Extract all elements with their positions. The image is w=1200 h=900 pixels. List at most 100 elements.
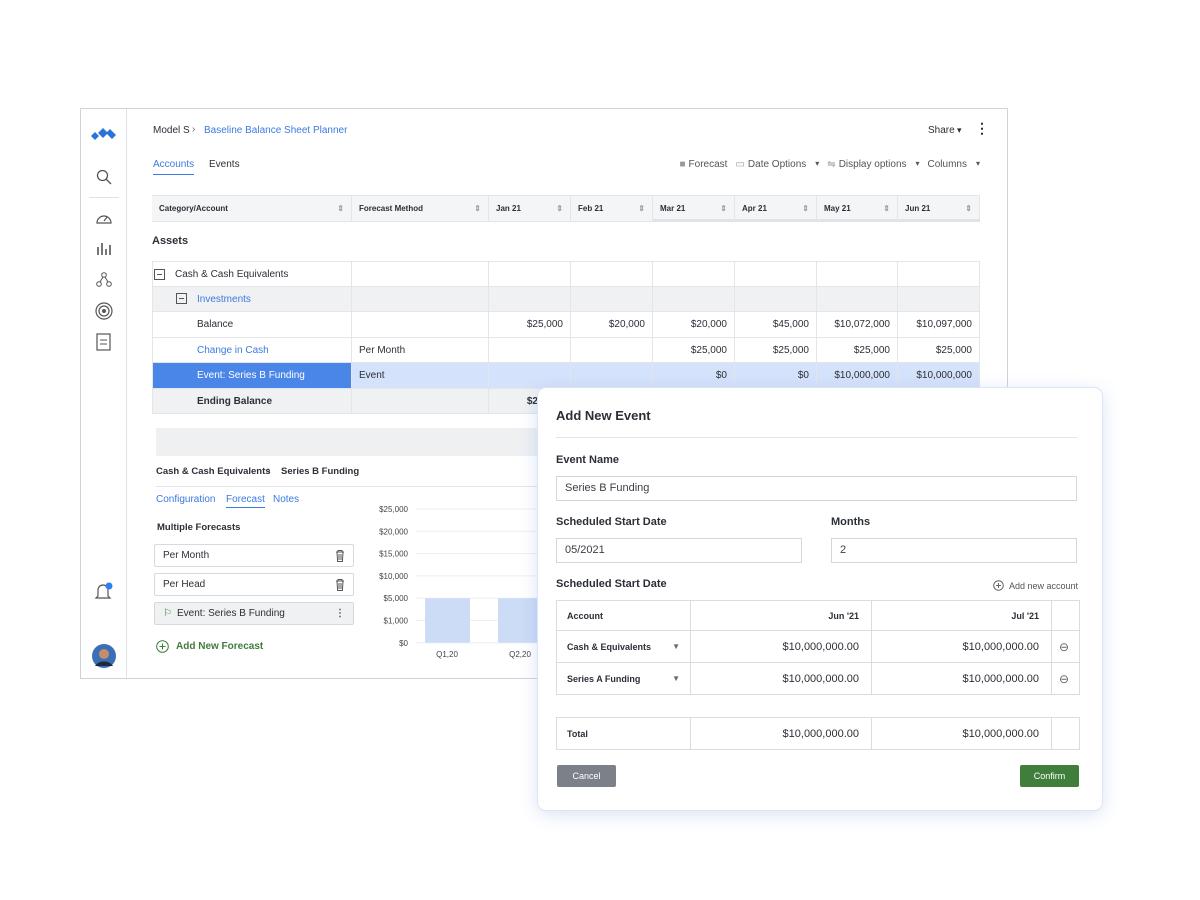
table-cell[interactable]: Balance	[152, 312, 352, 338]
delete-icon[interactable]	[335, 545, 345, 570]
toolbar-icon: ⇋	[827, 159, 836, 170]
document-icon[interactable]	[96, 333, 112, 351]
breadcrumb-sep: ›	[192, 124, 196, 135]
breadcrumb-model: Model S	[153, 125, 190, 136]
add-account[interactable]: Add new account	[993, 580, 1078, 591]
detail-tab[interactable]: Configuration	[156, 494, 216, 505]
forecast-item[interactable]: ⚐ Event: Series B Funding ⋮	[154, 602, 354, 625]
table-cell: $20,000	[571, 312, 653, 338]
column-header[interactable]: Mar 21 ⇕	[653, 195, 735, 222]
column-header[interactable]: Jun 21 ⇕	[898, 195, 980, 222]
chart-icon[interactable]	[96, 240, 112, 256]
caret: ▾	[815, 159, 820, 168]
table-cell	[571, 261, 653, 287]
account-cell: $10,000,000.00	[691, 717, 872, 750]
start-date-input[interactable]: 05/2021	[556, 538, 802, 563]
forecast-item[interactable]: Per Month	[154, 544, 354, 567]
column-header[interactable]: May 21 ⇕	[817, 195, 898, 222]
column-header[interactable]: Apr 21 ⇕	[735, 195, 817, 222]
y-tick-label: $5,000	[384, 594, 409, 603]
trash	[336, 550, 344, 562]
cell-text: $25,000	[935, 344, 972, 356]
forecast-chart: $25,000 $20,000 $15,000 $10,000 $5,000 $1,000…	[379, 505, 541, 659]
cell-text: $20,000	[608, 319, 645, 330]
cell-text: $10,072,000	[834, 319, 890, 330]
tab[interactable]: Accounts	[153, 159, 195, 175]
x-tick-label: Q1,20	[436, 650, 458, 659]
column-header[interactable]: Jan 21 ⇕	[489, 195, 571, 222]
share-button[interactable]: Share	[928, 125, 955, 136]
table-cell	[352, 286, 489, 312]
months-input[interactable]: 2	[831, 538, 1077, 563]
table-cell[interactable]: Investments	[152, 286, 352, 312]
toolbar-icon: ■	[679, 159, 686, 170]
table-cell[interactable]: Ending Balance	[152, 388, 352, 414]
confirm-button[interactable]: Confirm	[1020, 765, 1079, 787]
more-menu[interactable]: ⋮	[975, 120, 989, 136]
forecast-item[interactable]: Per Head	[154, 573, 354, 596]
table-cell	[653, 261, 735, 287]
remove-row[interactable]: ⊖	[1059, 672, 1070, 686]
table-cell[interactable]: Event: Series B Funding	[152, 363, 352, 389]
target-icon[interactable]	[95, 302, 113, 320]
remove-row[interactable]: ⊖	[1059, 640, 1070, 654]
divider	[556, 437, 1077, 438]
column-header[interactable]: Category/Account ⇕	[152, 195, 352, 222]
y-tick-label: $1,000	[384, 617, 409, 626]
notification-icon[interactable]	[94, 581, 114, 601]
divider	[89, 197, 119, 198]
add-icon	[156, 640, 169, 653]
table-cell[interactable]: Change in Cash	[152, 337, 352, 363]
more-icon[interactable]: ⋮	[335, 608, 345, 619]
sort-icon: ⇕	[883, 204, 890, 213]
table-cell	[571, 286, 653, 312]
forecasts-heading: Multiple Forecasts	[157, 522, 241, 533]
logo	[91, 128, 116, 140]
column-header[interactable]: Forecast Method ⇕	[352, 195, 489, 222]
caret: ▾	[975, 159, 980, 168]
sort-icon: ⇕	[638, 204, 645, 213]
event-name-input[interactable]: Series B Funding	[556, 476, 1077, 501]
forecast-name: Per Head	[163, 579, 206, 590]
column-header[interactable]: Feb 21 ⇕	[571, 195, 653, 222]
account-cell[interactable]: Series A Funding ▼	[556, 663, 691, 695]
add-forecast[interactable]: Add New Forecast	[156, 640, 263, 653]
account-cell	[1052, 717, 1080, 750]
delete-icon[interactable]	[335, 574, 345, 599]
tab[interactable]: Events	[209, 159, 240, 170]
toolbar-label: Display options	[838, 159, 907, 170]
table-cell: $10,000,000	[817, 363, 898, 389]
cell-text: $25,000	[690, 344, 727, 356]
sidebar	[81, 109, 127, 678]
breadcrumb-page[interactable]: Baseline Balance Sheet Planner	[204, 125, 348, 136]
detail-breadcrumb: Cash & Cash Equivalents	[156, 466, 271, 477]
cell-text: $45,000	[772, 319, 809, 330]
cell-text: $25,000	[526, 319, 563, 330]
collapse-toggle[interactable]	[154, 268, 165, 280]
table-cell: Per Month	[352, 337, 489, 363]
table-cell[interactable]: Cash & Cash Equivalents	[152, 261, 352, 287]
search-icon[interactable]	[96, 169, 112, 185]
toolbar-item[interactable]: ■ Forecast	[680, 159, 728, 170]
collapse-toggle[interactable]	[176, 293, 187, 305]
cell-text: $0	[797, 370, 809, 381]
account-cell[interactable]: Cash & Equivalents ▼	[556, 631, 691, 663]
dropdown-caret: ▼	[672, 642, 680, 651]
detail-tab[interactable]: Notes	[273, 494, 300, 505]
toolbar-item[interactable]: ⇋ Display options ▾	[827, 159, 919, 170]
toolbar-item[interactable]: Columns ▾	[928, 159, 980, 170]
network-icon[interactable]	[96, 271, 112, 287]
cancel-button[interactable]: Cancel	[557, 765, 616, 787]
account-cell: $10,000,000.00	[691, 663, 872, 695]
avatar[interactable]	[92, 644, 116, 668]
dashboard-icon[interactable]	[95, 210, 113, 226]
add-icon	[993, 580, 1004, 591]
table-cell	[735, 286, 817, 312]
detail-tab[interactable]: Forecast	[226, 494, 265, 508]
table-cell	[489, 261, 571, 287]
add-forecast-label: Add New Forecast	[176, 641, 264, 652]
toolbar-item[interactable]: ▭ Date Options ▾	[735, 159, 819, 170]
table-cell: $25,000	[489, 312, 571, 338]
table-cell	[489, 337, 571, 363]
y-tick-label: $15,000	[379, 550, 408, 559]
